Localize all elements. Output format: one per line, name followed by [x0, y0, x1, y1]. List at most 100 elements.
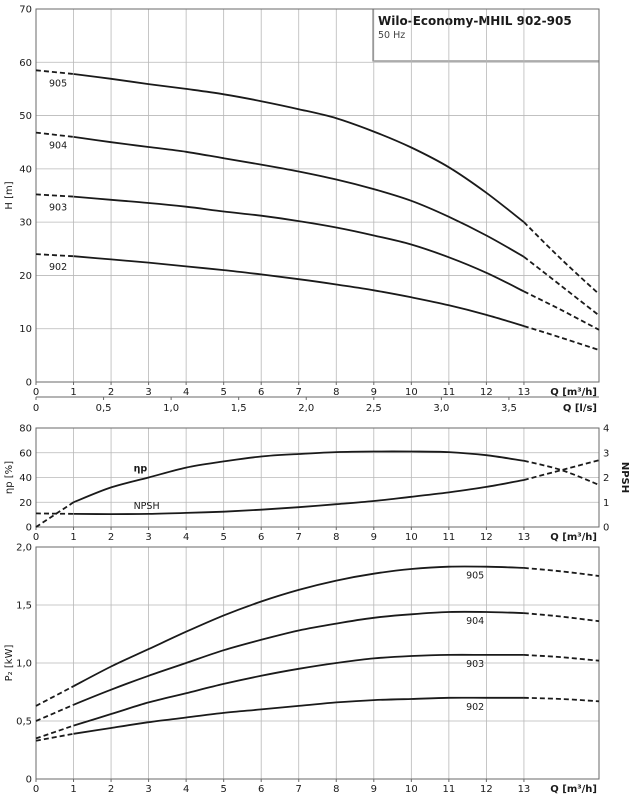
series-label: 904 [49, 141, 67, 152]
x-tick-label: 4 [183, 784, 189, 795]
series-power-905-start [35, 685, 74, 707]
x-tick-label: 1 [70, 532, 76, 543]
series-head-904-end [523, 256, 600, 317]
x-tick-label: 1 [70, 387, 76, 398]
x-axis-label: Q [m³/h] [550, 532, 597, 543]
x-tick-label: 6 [258, 387, 264, 398]
x-tick-label: 7 [296, 387, 302, 398]
y-tick-label: 40 [19, 164, 32, 175]
series-head-905-start [35, 69, 74, 75]
x-tick-label: 8 [333, 532, 339, 543]
x-tick-label: 0 [33, 784, 39, 795]
x-tick-label: 2 [108, 532, 114, 543]
x-tick-label: 10 [405, 784, 418, 795]
y-axis-label: H [m] [4, 181, 15, 209]
y-tick-label: 1,5 [16, 601, 32, 612]
series-efficiency-ηp [73, 450, 525, 504]
x-tick-label: 10 [405, 532, 418, 543]
x-tick-label: 11 [442, 387, 455, 398]
secondary-x-tick-label: 2,0 [298, 403, 314, 414]
y-tick-label: 80 [19, 424, 32, 435]
y-axis-label: ηp [%] [4, 461, 15, 494]
y-tick-label: 10 [19, 324, 32, 335]
series-power-902-end [523, 696, 600, 703]
secondary-x-axis-label: Q [l/s] [563, 403, 597, 414]
x-tick-label: 0 [33, 387, 39, 398]
series-head-902-end [523, 325, 600, 351]
x-tick-label: 6 [258, 532, 264, 543]
series-power-903 [73, 653, 524, 727]
series-power-904-end [523, 612, 600, 623]
x-tick-label: 7 [296, 784, 302, 795]
series-power-905 [73, 565, 524, 687]
plot-frame [35, 546, 600, 780]
x-tick-label: 11 [442, 532, 455, 543]
x-tick-label: 7 [296, 532, 302, 543]
chart-panels: 0 1 2 3 4 5 6 7 8 9 10 11 12 13 Q [m³/h]01020304050607… [4, 5, 630, 796]
series-head-903-start [35, 193, 74, 198]
x-tick-label: 4 [183, 532, 189, 543]
series-label: 903 [466, 659, 484, 670]
y-tick-label: 60 [19, 448, 32, 459]
series-head-905 [73, 73, 525, 223]
y-tick-label: 2,0 [16, 543, 32, 554]
y-tick-label: 40 [19, 473, 32, 484]
series-power-904 [73, 610, 524, 706]
plot-frame [35, 427, 600, 528]
series-power-903-start [35, 724, 74, 740]
series-label: 902 [466, 702, 484, 713]
series-efficiency-ηp-start [35, 501, 74, 528]
series-label: 905 [466, 571, 484, 582]
series-label: ηp [134, 464, 148, 475]
series-power-902 [73, 696, 524, 735]
series-head-905-end [523, 221, 600, 295]
y-tick-label: 60 [19, 58, 32, 69]
x-tick-label: 13 [518, 784, 531, 795]
x-tick-label: 0 [33, 532, 39, 543]
series-head-904-start [35, 131, 74, 138]
series-head-903-end [523, 290, 600, 331]
x-tick-label: 5 [220, 387, 226, 398]
x-tick-label: 4 [183, 387, 189, 398]
y-tick-label: 30 [19, 218, 32, 229]
y-right-axis-label: NPSH [619, 462, 630, 493]
x-tick-label: 5 [220, 784, 226, 795]
x-tick-label: 3 [145, 784, 151, 795]
secondary-x-tick-label: 3,0 [433, 403, 449, 414]
x-tick-label: 5 [220, 532, 226, 543]
x-tick-label: 9 [371, 387, 377, 398]
chart-title: Wilo-Economy-MHIL 902-905 [378, 14, 572, 28]
secondary-x-tick-label: 1,5 [231, 403, 247, 414]
chart-subtitle: 50 Hz [378, 30, 405, 41]
series-label: 905 [49, 78, 67, 89]
y-tick-label: 1,0 [16, 659, 32, 670]
x-tick-label: 13 [518, 532, 531, 543]
y-right-tick-label: 3 [603, 448, 609, 459]
series-head-902 [73, 255, 525, 327]
x-tick-label: 10 [405, 387, 418, 398]
x-tick-label: 1 [70, 784, 76, 795]
y-tick-label: 50 [19, 111, 32, 122]
series-label: 903 [49, 202, 67, 213]
secondary-x-tick-label: 2,5 [366, 403, 382, 414]
x-axis-label: Q [m³/h] [550, 784, 597, 795]
y-tick-label: 20 [19, 498, 32, 509]
plot-frame [35, 8, 600, 383]
series-head-904 [73, 136, 525, 258]
x-tick-label: 3 [145, 387, 151, 398]
x-tick-label: 12 [480, 387, 493, 398]
secondary-x-tick-label: 3,5 [501, 403, 517, 414]
secondary-x-tick-label: 0,5 [96, 403, 112, 414]
x-tick-label: 9 [371, 784, 377, 795]
x-tick-label: 12 [480, 532, 493, 543]
y-axis-label: P₂ [kW] [4, 645, 15, 682]
x-axis-label: Q [m³/h] [550, 387, 597, 398]
series-label: 902 [49, 262, 67, 273]
panel-power: 0 1 2 3 4 5 6 7 8 9 10 11 12 13 Q [m³/h]00,51,01,52,0P… [4, 543, 600, 795]
x-tick-label: 13 [518, 387, 531, 398]
series-label: NPSH [134, 501, 160, 512]
y-tick-label: 20 [19, 271, 32, 282]
